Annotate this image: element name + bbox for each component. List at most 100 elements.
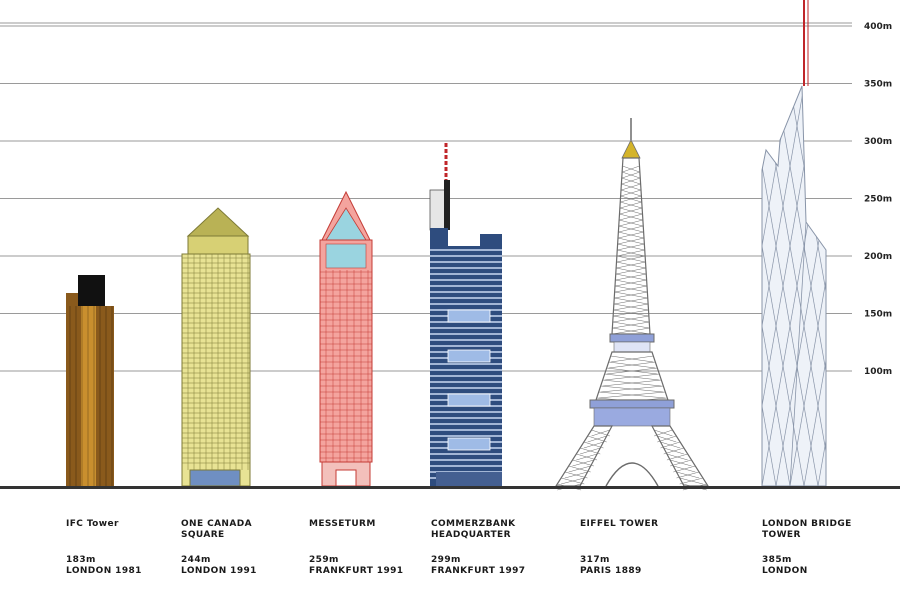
caption-height: 299m <box>431 555 461 565</box>
eiffel-lattice <box>561 477 585 485</box>
caption-location-year: FRANKFURT 1997 <box>431 566 526 576</box>
eiffel-lattice <box>673 465 696 473</box>
gridline-label-100: 100m <box>864 367 892 377</box>
eiffel-second-platform <box>609 333 655 343</box>
commerz-right-step <box>480 234 502 248</box>
eiffel-lattice <box>602 379 662 387</box>
eiffel-lattice <box>564 471 588 479</box>
eiffel-lattice <box>621 183 641 191</box>
messe-upper-glass <box>325 243 367 269</box>
gridline-label-250: 250m <box>864 195 892 205</box>
eiffel-lattice <box>604 373 660 381</box>
lbt-diagonal <box>762 86 819 486</box>
lbt-facade <box>761 85 827 487</box>
eiffel-lattice <box>610 355 654 363</box>
eiffel-lattice <box>613 315 649 323</box>
canada-crown-band <box>187 235 249 255</box>
caption-height: 317m <box>580 555 610 565</box>
eiffel-lattice <box>614 291 648 299</box>
lbt-diagonal <box>678 86 748 486</box>
caption-ifc-tower: IFC Tower 183m LONDON 1981 <box>66 519 141 576</box>
canada-pyramid-roof <box>186 207 250 237</box>
eiffel-lattice <box>657 435 677 443</box>
commerz-sky-garden <box>447 437 491 451</box>
ground-line <box>0 486 900 489</box>
eiffel-lattice <box>583 441 604 449</box>
messe-entrance <box>335 469 357 487</box>
eiffel-lantern <box>621 139 641 159</box>
eiffel-tower-drawing <box>554 118 710 491</box>
eiffel-lattice <box>572 459 594 467</box>
canada-lobby <box>189 469 241 487</box>
caption-location-year: LONDON <box>762 566 808 576</box>
gridlines: 100m 150m 200m 250m 300m 350m 400m <box>0 22 892 377</box>
eiffel-lattice <box>676 471 700 479</box>
eiffel-lattice <box>654 429 673 437</box>
eiffel-lattice <box>617 249 645 257</box>
lbt-diagonal <box>678 86 748 486</box>
eiffel-lattice <box>617 237 645 245</box>
lbt-diagonal <box>762 86 805 486</box>
eiffel-lattice <box>619 219 643 227</box>
lbt-diagonal <box>775 86 826 486</box>
ifc-tower-drawing <box>66 275 114 486</box>
eiffel-lattice <box>620 195 642 203</box>
commerz-mast-box <box>429 189 447 231</box>
eiffel-lattice <box>606 367 658 375</box>
eiffel-lattice <box>616 255 646 263</box>
caption-location-year: LONDON 1991 <box>181 566 257 576</box>
lbt-diagonal <box>803 86 826 486</box>
eiffel-lattice <box>679 477 703 485</box>
caption-location-year: FRANKFURT 1991 <box>309 566 404 576</box>
eiffel-lattice <box>568 465 591 473</box>
eiffel-lattice <box>622 171 640 179</box>
lbt-diagonal <box>762 86 791 486</box>
london-bridge-tower-drawing <box>664 0 827 487</box>
eiffel-lattice <box>614 297 648 305</box>
eiffel-lattice <box>612 321 650 329</box>
eiffel-lattice <box>576 453 598 461</box>
gridline-label-150: 150m <box>864 310 892 320</box>
eiffel-lattice <box>608 361 656 369</box>
caption-name-line-2: TOWER <box>762 530 801 540</box>
caption-name-line-1: ONE CANADA <box>181 519 252 529</box>
caption-height: 244m <box>181 555 211 565</box>
caption-name-line-2: SQUARE <box>181 530 225 540</box>
caption-height: 259m <box>309 555 339 565</box>
commerzbank-headquarter-drawing <box>429 143 502 486</box>
caption-london-bridge-tower: LONDON BRIDGE TOWER 385m LONDON <box>762 519 852 576</box>
eiffel-arch <box>605 462 659 487</box>
gridline-label-350: 350m <box>864 80 892 90</box>
eiffel-lattice <box>619 207 643 215</box>
messeturm-drawing <box>319 190 373 487</box>
eiffel-lattice <box>620 201 642 209</box>
eiffel-upper-shaft <box>611 157 651 335</box>
eiffel-lattice <box>666 453 688 461</box>
eiffel-lattice <box>663 447 685 455</box>
eiffel-lattice <box>616 261 646 269</box>
caption-name-line-1: COMMERZBANK <box>431 519 516 529</box>
gridline-label-300: 300m <box>864 137 892 147</box>
eiffel-lattice <box>620 189 642 197</box>
eiffel-lattice <box>622 165 640 173</box>
eiffel-lattice <box>613 309 649 317</box>
eiffel-lattice <box>600 385 664 393</box>
caption-height: 183m <box>66 555 96 565</box>
eiffel-lattice <box>587 435 607 443</box>
commerz-base <box>436 472 502 486</box>
eiffel-lattice <box>618 231 644 239</box>
caption-height: 385m <box>762 555 792 565</box>
caption-one-canada-square: ONE CANADA SQUARE 244m LONDON 1991 <box>181 519 256 576</box>
lbt-diagonal <box>664 86 734 486</box>
eiffel-lattice <box>615 279 647 287</box>
gridline-label-400: 400m <box>864 22 892 32</box>
ifc-left-block <box>66 293 82 486</box>
eiffel-first-platform <box>589 399 675 409</box>
lbt-diagonal <box>789 86 826 486</box>
caption-commerzbank: COMMERZBANK HEADQUARTER 299m FRANKFURT 1… <box>431 519 525 576</box>
ifc-top-crown <box>78 275 105 306</box>
eiffel-lattice <box>579 447 601 455</box>
lbt-edge-line <box>789 221 807 487</box>
